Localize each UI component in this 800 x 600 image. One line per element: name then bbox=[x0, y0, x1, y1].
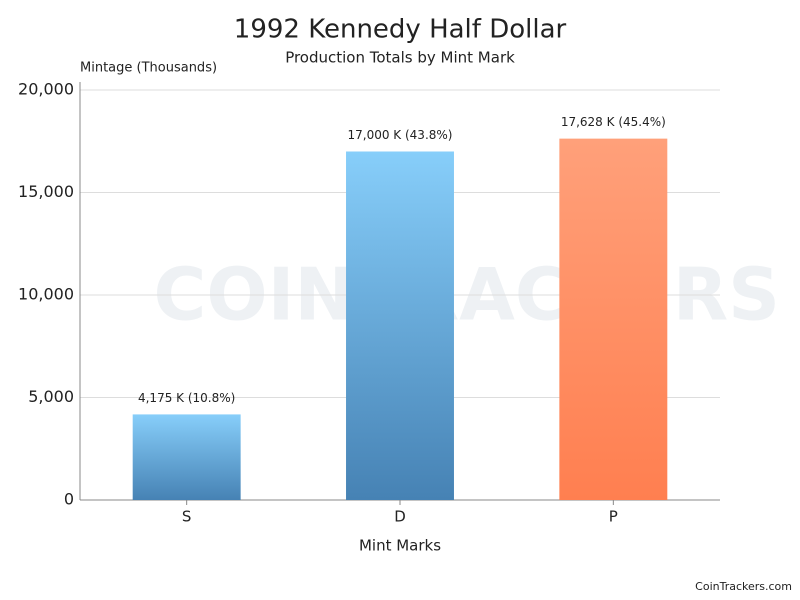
y-tick-label: 10,000 bbox=[18, 285, 74, 304]
x-tick-label: D bbox=[394, 508, 406, 526]
bar bbox=[132, 414, 241, 500]
x-axis-title: Mint Marks bbox=[359, 537, 441, 555]
value-label: 4,175 K (10.8%) bbox=[138, 391, 235, 405]
y-tick-label: 0 bbox=[64, 490, 74, 509]
chart-title: 1992 Kennedy Half Dollar bbox=[234, 15, 567, 45]
value-label: 17,000 K (43.8%) bbox=[348, 128, 453, 142]
y-tick-label: 20,000 bbox=[18, 80, 74, 99]
bar bbox=[346, 151, 454, 500]
y-tick-label: 15,000 bbox=[18, 182, 74, 201]
value-label: 17,628 K (45.4%) bbox=[561, 115, 666, 129]
footer: CoinTrackers.com bbox=[695, 580, 792, 593]
bar bbox=[559, 138, 668, 500]
y-tick-label: 5,000 bbox=[28, 387, 74, 406]
y-axis-title: Mintage (Thousands) bbox=[80, 61, 217, 76]
x-tick-label: S bbox=[182, 508, 192, 526]
x-tick-label: P bbox=[609, 508, 618, 526]
chart-subtitle: Production Totals by Mint Mark bbox=[285, 49, 515, 67]
